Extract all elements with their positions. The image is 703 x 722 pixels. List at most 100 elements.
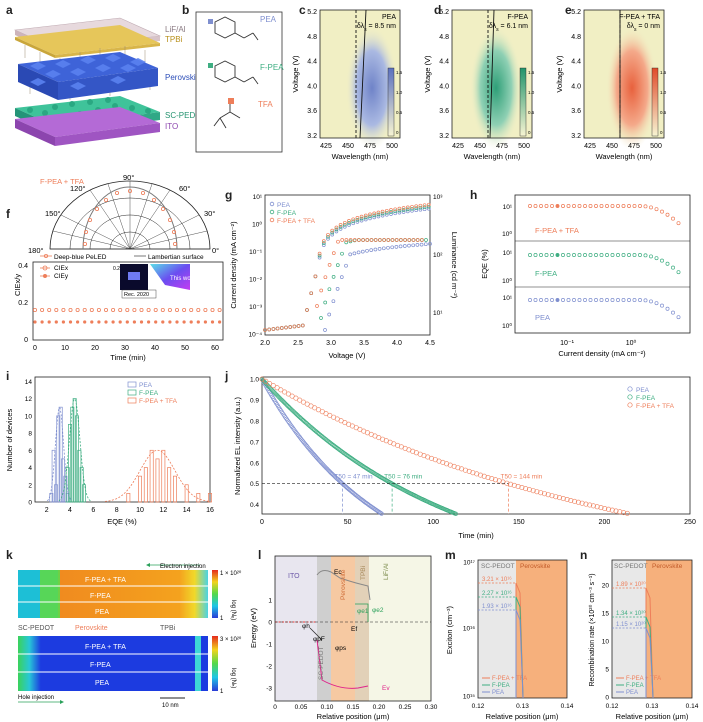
hist-bar <box>155 458 160 503</box>
jvl-current-point <box>347 221 351 225</box>
recomb-region-pero: Perovskite <box>652 563 683 570</box>
hist-bar <box>68 424 72 503</box>
jvl-luminance-point <box>357 238 361 242</box>
jvl-y2label: Luminance (cd m⁻²) <box>450 232 459 299</box>
eqe-point <box>594 253 598 257</box>
eqe-point <box>671 216 675 221</box>
hist-bar <box>77 449 82 503</box>
jvl-current-point <box>410 204 414 209</box>
tfa-marker <box>228 98 234 104</box>
spectrum-peak-line <box>489 9 495 139</box>
eqe-point <box>632 253 637 257</box>
eqe-point <box>577 253 582 257</box>
spectrum-xlabel: Wavelength (nm) <box>332 152 389 161</box>
life-legend-marker <box>627 386 633 392</box>
eqe-point <box>649 254 653 259</box>
colorbar-tick: 1.0 <box>660 90 667 95</box>
eqe-point <box>528 204 532 208</box>
jvl-current-point <box>363 217 368 222</box>
eqe-ylabel: EQE (%) <box>480 249 489 279</box>
peak-value: 3.21 × 10¹⁶ <box>482 576 512 583</box>
jvl-current-point <box>376 214 381 219</box>
eqe-point <box>627 253 631 257</box>
jvl-luminance-point <box>382 238 387 242</box>
cie-y-point <box>76 320 80 324</box>
band-xtick: 0 <box>273 704 277 711</box>
xtick: 0.13 <box>646 703 659 710</box>
jvl-current-point <box>405 209 410 214</box>
recomb-axes <box>611 559 693 699</box>
jvl-current-point <box>401 208 406 212</box>
eqe-point <box>577 298 582 302</box>
life-ytick: 0.4 <box>250 502 259 509</box>
life-point <box>564 496 570 502</box>
life-point <box>526 487 532 493</box>
jvl-current-point <box>284 325 288 330</box>
layer-label-perovskite: Perovskite <box>165 73 203 82</box>
eqe-point <box>676 270 681 275</box>
life-ytick: 0.5 <box>250 481 259 488</box>
eqe-point <box>671 310 675 315</box>
jvl-ylabel: Current density (mA cm⁻²) <box>229 221 238 309</box>
jvl-current-point <box>414 206 419 211</box>
life-point <box>485 474 491 480</box>
band-phi-h: φh <box>302 623 310 630</box>
jvl-current-point <box>321 241 326 245</box>
cie-x-point <box>111 307 116 312</box>
cie-x-marker <box>42 265 48 271</box>
jvl-luminance-point <box>352 251 357 256</box>
spectrum-blob <box>606 26 658 150</box>
life-point <box>496 478 502 484</box>
eqe-point <box>660 209 664 214</box>
jvl-luminance-point <box>331 299 336 304</box>
jvl-xtick: 4.5 <box>425 340 435 347</box>
legend-deepblue: Deep-blue PeLED <box>54 254 107 261</box>
band-phi-ps: φps <box>335 645 347 652</box>
jvl-current-point <box>355 220 360 224</box>
band-xtick: 0.25 <box>399 704 412 711</box>
legend-label: PEA <box>492 690 504 696</box>
molecule-box <box>195 11 283 153</box>
cie-y-point <box>47 320 51 324</box>
life-point <box>605 506 611 512</box>
jvl-current-point <box>351 219 356 224</box>
jvl-luminance-point <box>381 246 386 251</box>
life-point <box>602 505 608 511</box>
panel-label-d: d <box>434 3 442 17</box>
jvl-luminance-point <box>331 275 336 279</box>
spectrum-shift: δλs = 8.5 nm <box>357 23 396 33</box>
jvl-ytick: 10⁰ <box>252 221 262 229</box>
jvl-current-point <box>418 207 423 212</box>
jvl-luminance-point <box>428 242 432 246</box>
jvl-luminance-point <box>411 243 416 248</box>
life-point <box>560 496 566 502</box>
ytick: 5 <box>605 667 609 674</box>
jvl-current-point <box>330 230 335 235</box>
eqe-ytick: 10¹ <box>503 250 513 257</box>
eqe-label-tfa: F-PEA + TFA <box>535 226 579 235</box>
life-xtick: 250 <box>684 519 696 526</box>
jvl-luminance-point <box>415 243 420 247</box>
ytick: 0 <box>605 695 609 702</box>
jvl-luminance-point <box>420 238 424 242</box>
cie-this-work: This work <box>170 276 197 282</box>
colorbar-tick: 1.0 <box>528 90 535 95</box>
jvl-luminance-point <box>386 245 390 250</box>
jvl-current-point <box>426 204 431 209</box>
hist-bar <box>161 449 166 503</box>
spectrum-xtick: 425 <box>320 143 332 150</box>
jvl-current-point <box>338 223 343 227</box>
cie-y-point <box>125 320 129 324</box>
eqe-point <box>550 204 554 208</box>
jvl-current-point <box>351 221 356 226</box>
eqe-point <box>599 298 604 302</box>
jvl-xtick: 4.0 <box>392 340 402 347</box>
life-point <box>530 488 536 494</box>
cie-y-marker <box>43 274 47 278</box>
band-phi-e2: φe2 <box>372 607 384 614</box>
hist-bar <box>72 398 77 503</box>
cie-x-point <box>139 307 144 312</box>
jvl-current-point <box>380 211 385 216</box>
jvl-current-point <box>347 219 351 223</box>
legend-lambertian: Lambertian surface <box>148 254 204 261</box>
